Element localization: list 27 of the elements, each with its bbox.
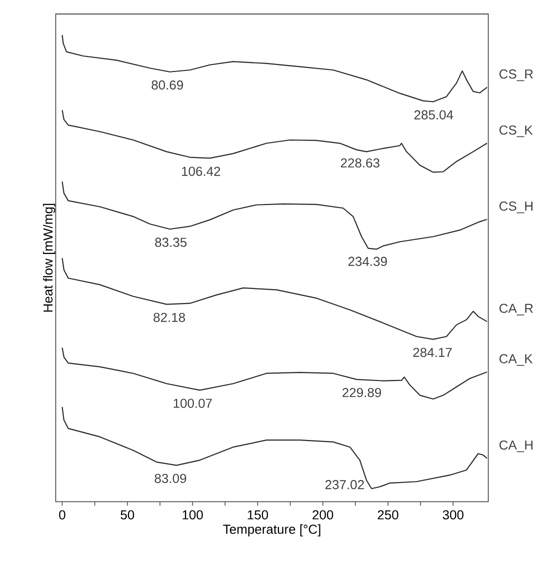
annotation: 83.35: [155, 238, 187, 247]
annotation: 229.89: [342, 388, 382, 398]
series-label: CA_H: [499, 440, 532, 452]
annotation: 106.42: [182, 166, 220, 176]
series-label: CA_R: [499, 304, 533, 316]
x-tick-label: 100: [182, 510, 203, 520]
x-tick-label: 150: [248, 510, 268, 520]
annotation: 82.18: [154, 312, 185, 322]
annotation: 237.02: [325, 480, 364, 490]
annotation: 284.17: [413, 348, 452, 358]
series-label: CS_H: [499, 202, 532, 214]
x-tick-label: 50: [120, 510, 134, 520]
x-tick-label: 300: [442, 510, 464, 520]
x-tick-label: 200: [312, 510, 334, 520]
x-axis-title: Temperature [°C]: [223, 524, 320, 536]
series-label: CS_R: [499, 69, 533, 82]
annotation: 100.07: [174, 398, 212, 408]
annotation: 83.09: [154, 474, 186, 484]
annotation: 285.04: [414, 110, 454, 120]
annotation: 228.63: [340, 158, 380, 168]
y-axis-title: Heat flow [mW/mg]: [43, 204, 56, 312]
x-tick-label: 250: [378, 510, 398, 520]
series-label: CS_K: [499, 125, 533, 138]
annotation: 234.39: [348, 256, 387, 266]
annotation: 80.69: [152, 80, 183, 90]
series-label: CA_K: [499, 354, 533, 366]
x-tick-label: 0: [59, 510, 66, 520]
